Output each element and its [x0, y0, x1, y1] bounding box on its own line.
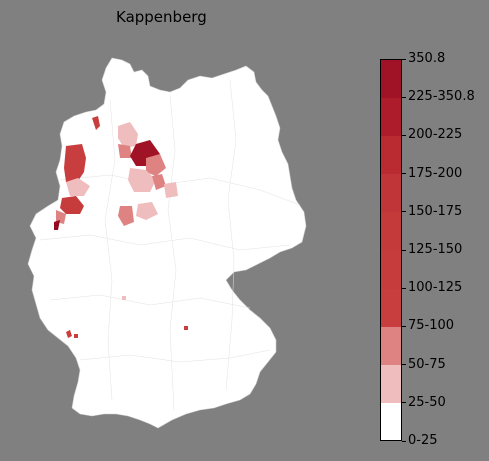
region-borken	[60, 196, 84, 214]
region-osnabrueck	[66, 178, 90, 196]
region-saar-spot-2	[74, 334, 78, 338]
region-hannover	[128, 168, 156, 192]
legend-segment	[380, 135, 402, 175]
legend-tick-label: 50-75	[408, 356, 446, 372]
legend-tick	[402, 402, 406, 404]
legend-segment	[380, 59, 402, 98]
legend-tick-label: 175-200	[408, 165, 463, 181]
legend-segment	[380, 326, 402, 366]
legend-segment	[380, 173, 402, 213]
region-saar-spot	[66, 330, 72, 338]
region-goettingen	[136, 202, 158, 220]
legend-tick	[402, 173, 406, 175]
legend-segment	[380, 97, 402, 136]
legend-segment	[380, 288, 402, 327]
legend-tick-label: 225-350.8	[408, 89, 475, 105]
legend-segment	[380, 402, 402, 442]
legend-tick	[402, 96, 406, 98]
region-hessen-spot	[122, 296, 126, 300]
legend-tick-label: 125-150	[408, 242, 463, 257]
legend-tick-label: 350.8	[408, 51, 446, 66]
region-north-coast	[92, 116, 100, 130]
legend-tick	[402, 440, 406, 442]
region-celle	[146, 154, 166, 176]
map-title: Kappenberg	[116, 8, 207, 26]
region-nienburg	[118, 144, 132, 158]
legend-tick-label: 100-125	[408, 280, 463, 296]
legend-tick	[402, 325, 406, 327]
region-diepholz	[118, 122, 138, 148]
legend-segment	[380, 250, 402, 289]
region-bavaria-spot	[184, 326, 188, 330]
legend-tick-label: 0-25	[408, 433, 438, 448]
legend-tick	[402, 249, 406, 251]
legend-colorbar	[380, 59, 402, 442]
legend-tick	[402, 364, 406, 366]
region-aachen	[54, 220, 60, 230]
legend-segment	[380, 211, 402, 251]
legend-tick-label: 150-175	[408, 203, 463, 219]
region-peine	[152, 174, 166, 190]
legend-tick	[402, 287, 406, 289]
region-emsland	[64, 144, 86, 184]
legend-tick	[402, 211, 406, 213]
legend-tick-label: 25-50	[408, 394, 446, 410]
legend-tick	[402, 58, 406, 60]
legend-segment	[380, 364, 402, 404]
region-wolfsburg	[164, 182, 178, 198]
legend-tick	[402, 134, 406, 136]
legend-tick-label: 200-225	[408, 127, 463, 143]
legend-tick-label: 75-100	[408, 318, 455, 334]
district-borders	[39, 79, 301, 411]
germany-outline	[27, 57, 307, 429]
region-holzminden	[118, 206, 134, 226]
